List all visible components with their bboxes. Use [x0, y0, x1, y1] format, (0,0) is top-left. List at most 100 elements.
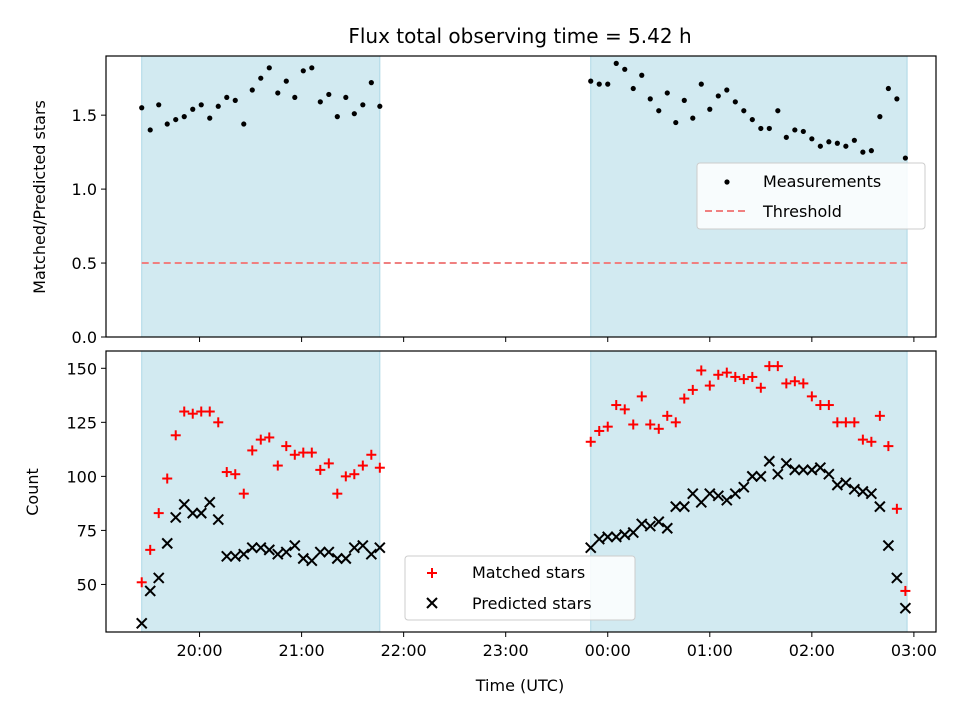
predicted-star-point: [678, 500, 690, 513]
matched-star-point: [332, 488, 343, 499]
matched-star-point: [755, 382, 766, 393]
matched-star-point: [349, 469, 360, 480]
matched-star-point: [730, 371, 741, 382]
predicted-star-point: [153, 572, 165, 584]
predicted-star-point: [602, 531, 614, 543]
predicted-star-point: [687, 487, 699, 500]
matched-star-point: [272, 460, 283, 471]
matched-star-point: [357, 460, 368, 471]
measurement-point: [775, 108, 781, 114]
x-tick-label: 00:00: [585, 641, 631, 660]
matched-star-point: [900, 585, 911, 596]
predicted-star-point: [644, 520, 656, 532]
measurement-point: [309, 65, 315, 71]
matched-star-point: [315, 464, 326, 475]
predicted-star-point: [695, 496, 707, 509]
x-tick-label: 01:00: [687, 641, 733, 660]
predicted-star-point: [814, 462, 827, 474]
measurement-point: [605, 81, 611, 87]
predicted-star-point: [374, 541, 386, 554]
matched-star-point: [764, 361, 775, 372]
predicted-star-point: [297, 552, 310, 565]
predicted-star-point: [272, 548, 284, 560]
matched-star-point: [687, 384, 698, 395]
bottom-ylabel: Count: [23, 468, 42, 516]
measurement-point: [902, 155, 908, 161]
measurement-point: [834, 140, 840, 146]
measurement-point: [766, 125, 772, 132]
predicted-star-point: [238, 548, 250, 560]
measurement-point: [868, 148, 874, 154]
measurement-point: [664, 90, 670, 96]
predicted-star-point: [670, 500, 682, 513]
matched-star-point: [883, 441, 894, 452]
legend-marker-measurements: [724, 179, 730, 185]
matched-star-point: [374, 462, 385, 473]
matched-star-point: [789, 376, 800, 387]
matched-star-point: [340, 471, 351, 482]
predicted-star-point: [899, 602, 912, 614]
matched-star-point: [738, 374, 749, 385]
observing-window-0: [141, 55, 381, 338]
matched-star-point: [281, 441, 292, 452]
predicted-star-point: [255, 541, 267, 554]
predicted-star-point: [797, 464, 810, 476]
predicted-star-point: [212, 513, 224, 526]
predicted-star-point: [246, 541, 258, 554]
measurement-point: [792, 127, 798, 133]
matched-star-point: [857, 434, 868, 445]
predicted-star-point: [144, 585, 156, 597]
measurement-point: [190, 106, 196, 112]
predicted-star-point: [704, 487, 716, 500]
legend-marker-predicted: [426, 597, 438, 609]
matched-star-point: [298, 447, 309, 458]
matched-star-point: [704, 380, 715, 391]
measurement-point: [164, 121, 170, 127]
predicted-star-point: [806, 464, 818, 476]
predicted-star-point: [610, 531, 622, 543]
matched-star-point: [366, 449, 377, 460]
measurement-point: [656, 108, 662, 114]
matched-star-point: [306, 447, 317, 458]
matched-star-point: [594, 425, 605, 436]
bottom-legend-box: [404, 555, 636, 621]
measurement-point: [241, 121, 247, 127]
measurement-point: [681, 97, 687, 103]
matched-star-point: [806, 391, 817, 402]
predicted-star-point: [263, 544, 275, 556]
count-panel: 50 75 100 125 150 20:00 21:00 22:00 23:00 00:00 01…: [66, 350, 937, 660]
predicted-star-point: [348, 541, 361, 554]
matched-star-point: [213, 417, 224, 428]
y-tick-label: 125: [66, 413, 97, 432]
y-tick-label: 75: [77, 521, 97, 540]
predicted-star-point: [661, 522, 673, 534]
observing-window-0: [141, 350, 381, 633]
measurement-point: [860, 149, 866, 155]
predicted-star-point: [653, 516, 665, 528]
measurement-point: [732, 99, 738, 105]
measurement-point: [317, 99, 323, 105]
axes-frame: [105, 55, 937, 338]
measurement-point: [360, 102, 366, 108]
measurement-point: [630, 85, 636, 92]
matched-star-point: [153, 508, 164, 519]
measurement-point: [809, 136, 815, 142]
measurement-point: [877, 114, 883, 120]
measurement-point: [292, 94, 298, 101]
legend-label-matched: Matched stars: [472, 563, 585, 582]
matched-star-point: [221, 467, 232, 478]
matched-star-point: [196, 406, 207, 417]
measurement-point: [800, 128, 806, 135]
predicted-star-point: [340, 552, 352, 565]
matched-star-point: [170, 430, 181, 441]
predicted-star-point: [195, 507, 207, 519]
predicted-star-point: [721, 494, 733, 506]
measurement-point: [368, 80, 374, 86]
matched-star-point: [874, 410, 885, 421]
matched-star-point: [230, 469, 241, 480]
matched-star-point: [662, 410, 673, 421]
matched-star-point: [747, 371, 758, 382]
matched-star-point: [162, 473, 173, 484]
measurement-point: [275, 90, 281, 96]
measurement-point: [707, 106, 713, 112]
